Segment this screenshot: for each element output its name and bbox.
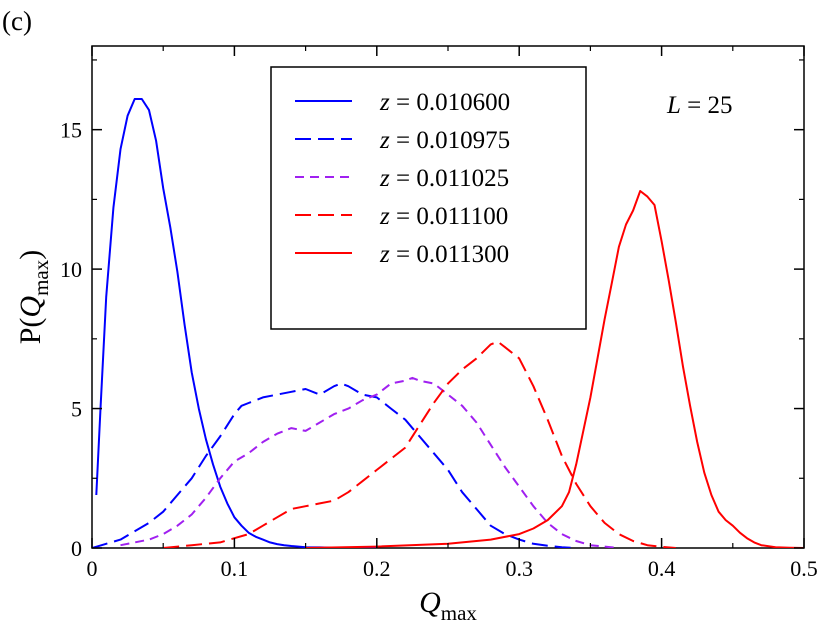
y-tick-label: 0	[71, 536, 82, 561]
x-axis: 0 0.1 0.2 0.3 0.4 0.5	[87, 46, 818, 581]
x-tick-label: 0.2	[363, 556, 391, 581]
legend-var: z	[379, 165, 390, 192]
legend-label-4: z = 0.011100	[379, 203, 508, 230]
annotation-eq: = 25	[681, 92, 733, 119]
legend-var: z	[379, 127, 390, 154]
series-layer	[92, 98, 804, 548]
panel-label: (c)	[2, 6, 32, 36]
legend-label-1: z = 0.010600	[379, 89, 510, 116]
x-tick-label: 0.5	[790, 556, 818, 581]
x-tick-label: 0.1	[221, 556, 249, 581]
legend-var: z	[379, 203, 390, 230]
y-axis-title-pre: P(	[14, 318, 47, 345]
x-axis-title-main: Q	[419, 586, 441, 619]
legend-value: = 0.010975	[390, 127, 510, 154]
legend-value: = 0.011300	[390, 241, 509, 268]
x-axis-title-sub: max	[441, 601, 478, 624]
legend-var: z	[379, 89, 390, 116]
series-line-3	[120, 376, 619, 548]
y-tick-label: 5	[71, 397, 82, 422]
legend-label-5: z = 0.011300	[379, 241, 509, 268]
series-line-2	[92, 382, 577, 548]
legend-box	[270, 66, 587, 330]
y-axis-title-main: Q	[14, 296, 47, 318]
legend-value: = 0.010600	[390, 89, 510, 116]
system-size-annotation: L = 25	[666, 92, 733, 119]
annotation-var: L	[666, 92, 681, 119]
series-line-4	[163, 340, 676, 548]
series-line-1	[95, 98, 377, 548]
legend-value: = 0.011100	[390, 203, 509, 230]
legend-var: z	[379, 241, 390, 268]
x-tick-label: 0.4	[648, 556, 676, 581]
legend-label-3: z = 0.011025	[379, 165, 509, 192]
legend-value: = 0.011025	[390, 165, 509, 192]
x-tick-label: 0.3	[505, 556, 533, 581]
y-axis-title-post: )	[14, 250, 47, 260]
x-axis-title: Qmax	[419, 586, 477, 624]
y-axis: 0 5 10 15	[60, 59, 804, 561]
series-line-5	[305, 190, 804, 548]
y-axis-title-sub: max	[29, 259, 53, 296]
legend-label-2: z = 0.010975	[379, 127, 510, 154]
y-tick-label: 10	[60, 257, 82, 282]
y-tick-label: 15	[60, 118, 82, 143]
x-tick-label: 0	[87, 556, 98, 581]
y-axis-title: P(Qmax)	[14, 250, 53, 345]
